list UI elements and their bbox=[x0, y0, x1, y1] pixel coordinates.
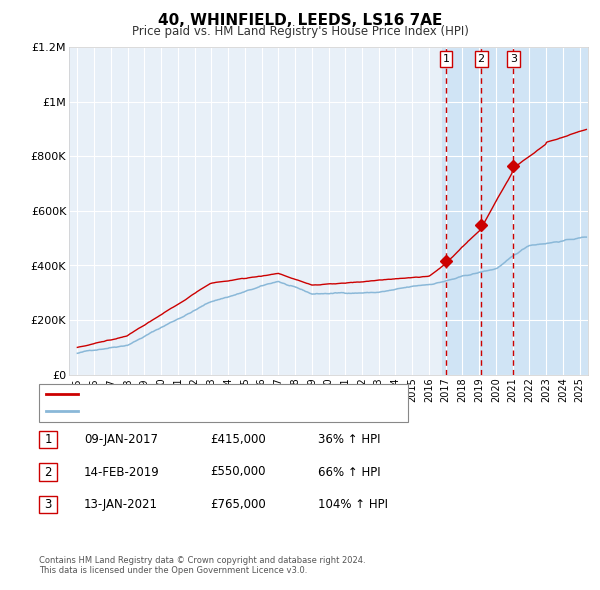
Bar bbox=[442, 47, 588, 375]
Text: 36% ↑ HPI: 36% ↑ HPI bbox=[318, 433, 380, 446]
Text: 1: 1 bbox=[44, 433, 52, 446]
Text: Price paid vs. HM Land Registry's House Price Index (HPI): Price paid vs. HM Land Registry's House … bbox=[131, 25, 469, 38]
Text: 40, WHINFIELD, LEEDS, LS16 7AE: 40, WHINFIELD, LEEDS, LS16 7AE bbox=[158, 13, 442, 28]
Text: Contains HM Land Registry data © Crown copyright and database right 2024.
This d: Contains HM Land Registry data © Crown c… bbox=[39, 556, 365, 575]
Text: 1: 1 bbox=[443, 54, 449, 64]
Text: 2: 2 bbox=[44, 466, 52, 478]
Text: 09-JAN-2017: 09-JAN-2017 bbox=[84, 433, 158, 446]
Text: £415,000: £415,000 bbox=[210, 433, 266, 446]
Text: 3: 3 bbox=[510, 54, 517, 64]
Text: 104% ↑ HPI: 104% ↑ HPI bbox=[318, 498, 388, 511]
Text: £765,000: £765,000 bbox=[210, 498, 266, 511]
Text: 14-FEB-2019: 14-FEB-2019 bbox=[84, 466, 160, 478]
Text: 3: 3 bbox=[44, 498, 52, 511]
Text: HPI: Average price, detached house, Leeds: HPI: Average price, detached house, Leed… bbox=[84, 406, 307, 416]
Text: 66% ↑ HPI: 66% ↑ HPI bbox=[318, 466, 380, 478]
Text: 2: 2 bbox=[478, 54, 485, 64]
Text: £550,000: £550,000 bbox=[210, 466, 265, 478]
Text: 40, WHINFIELD, LEEDS, LS16 7AE (detached house): 40, WHINFIELD, LEEDS, LS16 7AE (detached… bbox=[84, 389, 352, 399]
Text: 13-JAN-2021: 13-JAN-2021 bbox=[84, 498, 158, 511]
